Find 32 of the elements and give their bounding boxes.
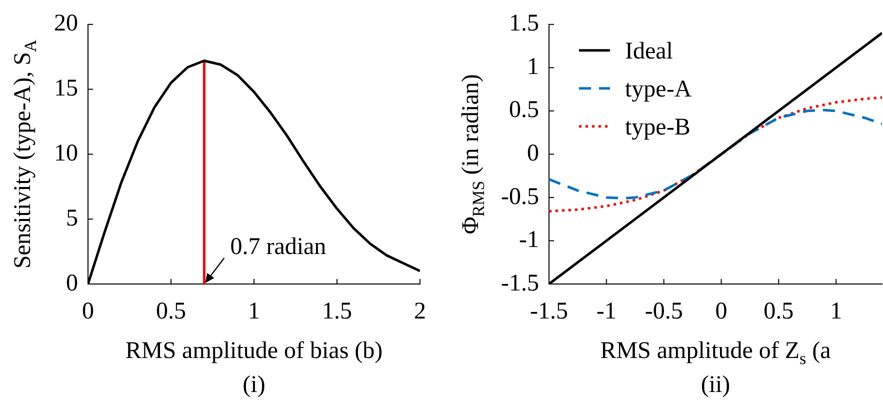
line-series bbox=[549, 108, 882, 200]
y-axis-title: ΦRMS (in radian) bbox=[458, 74, 488, 234]
x-tick-label: 1.5 bbox=[322, 298, 352, 325]
x-tick-label: 0.5 bbox=[764, 298, 794, 325]
x-axis-title: RMS amplitude of bias (b) bbox=[125, 338, 383, 364]
y-tick-label: 20 bbox=[54, 10, 78, 37]
y-axis-title: Sensitivity (type-A), SA bbox=[10, 39, 40, 269]
x-tick-label: 0.5 bbox=[156, 298, 186, 325]
legend-label: type-B bbox=[625, 114, 690, 140]
y-tick-label: -1.5 bbox=[501, 270, 539, 296]
y-tick-label: 0 bbox=[66, 270, 78, 296]
y-tick-label: 1 bbox=[527, 54, 539, 80]
annotation: 0.7 radian bbox=[230, 234, 326, 260]
x-tick-label: 0 bbox=[82, 298, 94, 325]
x-tick-label: -1 bbox=[596, 298, 616, 325]
x-tick-label: -0.5 bbox=[644, 298, 683, 325]
x-tick-label: 2 bbox=[414, 298, 426, 325]
y-tick-label: 0.5 bbox=[509, 97, 539, 124]
text: (i) bbox=[242, 372, 266, 398]
text: (ii) bbox=[700, 372, 730, 398]
y-tick-label: -0.5 bbox=[501, 184, 539, 210]
y-tick-label: 1.5 bbox=[509, 10, 539, 37]
legend-label: Ideal bbox=[625, 38, 674, 64]
x-tick-label: 1 bbox=[830, 298, 842, 325]
y-tick-label: 15 bbox=[54, 76, 78, 102]
y-tick-label: 10 bbox=[54, 140, 78, 166]
y-tick-label: -1 bbox=[519, 227, 539, 254]
y-tick-label: 5 bbox=[66, 205, 78, 232]
y-tick-label: 0 bbox=[527, 140, 539, 166]
x-tick-label: 0 bbox=[715, 298, 728, 325]
x-tick-label: 1 bbox=[248, 298, 260, 325]
legend-label: type-A bbox=[625, 76, 692, 102]
